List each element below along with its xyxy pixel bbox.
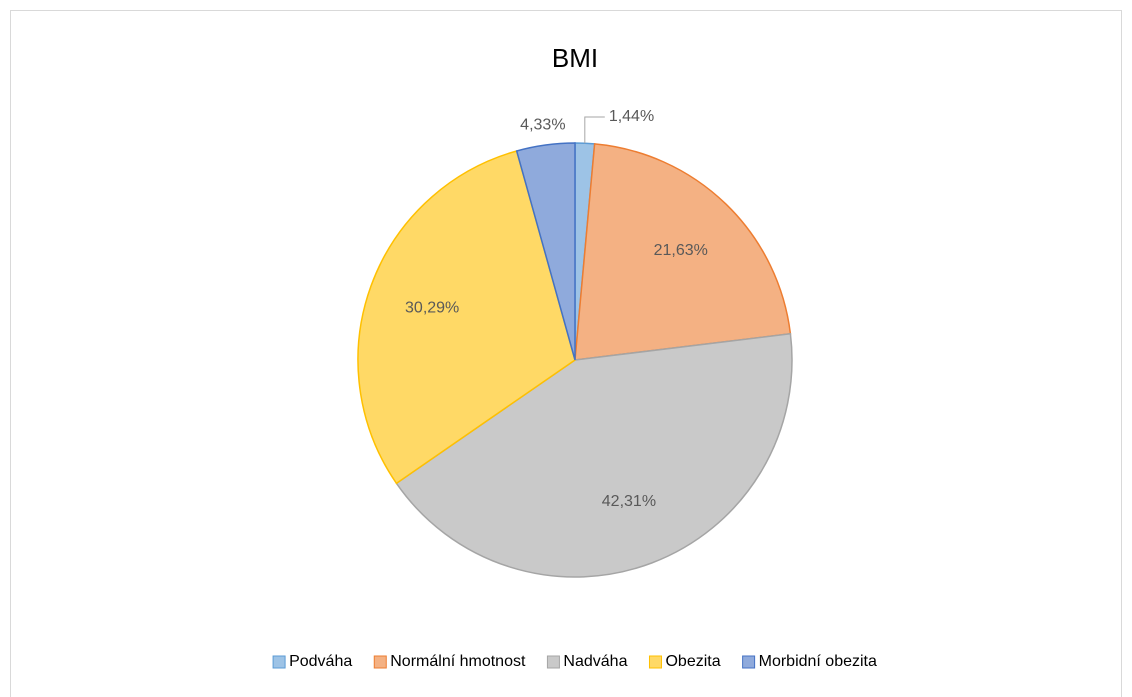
legend-swatch <box>546 655 560 669</box>
pie-slice <box>395 332 793 578</box>
legend-swatch <box>272 655 286 669</box>
legend-swatch <box>648 655 662 669</box>
legend-label: Podváha <box>289 653 352 670</box>
data-label: 21,63% <box>654 242 708 259</box>
legend-label: Normální hmotnost <box>390 653 526 670</box>
legend-label: Nadváha <box>563 653 627 670</box>
chart-title: BMI <box>552 43 598 73</box>
data-label: 1,44% <box>609 108 654 125</box>
legend-swatch <box>742 655 756 669</box>
data-label: 4,33% <box>520 116 565 133</box>
pie-slice <box>574 143 792 361</box>
data-label: 30,29% <box>405 300 459 317</box>
data-label: 42,31% <box>602 493 656 510</box>
legend-swatch <box>373 655 387 669</box>
leader-line <box>584 116 605 144</box>
pie-slice <box>357 150 576 485</box>
pie-slice <box>515 142 576 361</box>
legend-label: Morbidní obezita <box>759 653 877 670</box>
legend-label: Obezita <box>665 653 720 670</box>
